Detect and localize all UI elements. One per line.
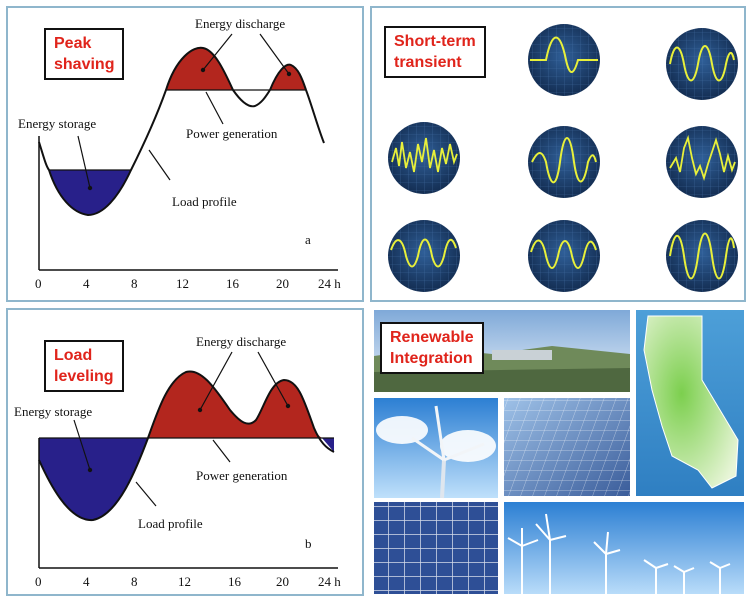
load-leveling-panel: Energy discharge Energy storage Power ge… <box>6 308 364 596</box>
tag-line: Short-term <box>394 33 476 50</box>
storage-pointer <box>77 135 91 189</box>
power-generation-pointer <box>212 439 231 463</box>
energy-discharge-label: Energy discharge <box>195 16 285 31</box>
storage-pointer <box>73 419 91 471</box>
oscilloscope-step-icon <box>528 24 600 96</box>
discharge-pointer-2 <box>259 33 290 75</box>
wind-turbine-photo <box>374 398 498 499</box>
power-generation-pointer <box>205 91 224 125</box>
load-leveling-diagram: Energy discharge Energy storage Power ge… <box>14 334 341 589</box>
x-tick-label: 8 <box>131 574 138 589</box>
load-leveling-tag: Load leveling <box>44 340 124 392</box>
energy-storage-area <box>39 438 148 521</box>
oscilloscope-deep-icon <box>666 220 738 292</box>
tag-line: shaving <box>54 56 115 73</box>
energy-storage-area-right <box>322 438 334 452</box>
discharge-pointer-dot-1 <box>200 67 206 73</box>
wind-farm-photo <box>504 502 744 594</box>
panel-letter: a <box>305 232 311 247</box>
discharge-pointer-1 <box>199 351 233 411</box>
oscilloscope-noisy-icon <box>388 122 460 194</box>
peak-shaving-panel: Energy discharge Energy storage Power ge… <box>6 6 364 302</box>
peak-shaving-diagram: Energy discharge Energy storage Power ge… <box>18 16 341 291</box>
x-tick-label: 12 <box>178 574 191 589</box>
load-profile-pointer <box>135 481 157 507</box>
discharge-pointer-dot-1 <box>197 407 203 413</box>
energy-storage-label: Energy storage <box>18 116 96 131</box>
panel-letter: b <box>305 536 312 551</box>
discharge-pointer-dot-2 <box>285 403 291 409</box>
oscilloscope-sine-icon <box>666 28 738 100</box>
short-term-transient-panel: Short-term transient <box>370 6 746 302</box>
storage-pointer-dot <box>87 185 93 191</box>
discharge-pointer-dot-2 <box>286 71 292 77</box>
discharge-pointer-2 <box>257 351 289 407</box>
storage-pointer-dot <box>87 467 93 473</box>
x-tick-label: 0 <box>35 276 42 291</box>
power-generation-label: Power generation <box>186 126 278 141</box>
load-profile-label: Load profile <box>172 194 237 209</box>
energy-storage-area <box>49 170 131 215</box>
renewable-integration-tag: Renewable Integration <box>380 322 484 374</box>
tag-line: Peak <box>54 35 92 52</box>
power-generation-label: Power generation <box>196 468 288 483</box>
x-tick-label: 24 h <box>318 276 341 291</box>
oscilloscope-burst-icon <box>528 126 600 198</box>
tag-line: leveling <box>54 368 114 385</box>
tag-line: Renewable <box>390 329 474 346</box>
x-tick-label: 20 <box>276 574 289 589</box>
x-tick-label: 20 <box>276 276 289 291</box>
oscilloscope-spiky-icon <box>666 126 738 198</box>
renewable-integration-panel: Renewable Integration <box>370 308 746 596</box>
x-tick-label: 16 <box>226 276 240 291</box>
x-tick-label: 4 <box>83 276 90 291</box>
load-profile-label: Load profile <box>138 516 203 531</box>
short-term-transient-tag: Short-term transient <box>384 26 486 78</box>
x-tick-label: 8 <box>131 276 138 291</box>
peak-shaving-tag: Peak shaving <box>44 28 125 80</box>
load-profile-curve <box>38 370 335 522</box>
oscilloscope-wave-icon <box>528 220 600 292</box>
tag-line: Integration <box>390 350 473 367</box>
oscilloscope-grid <box>388 24 738 292</box>
x-tick-label: 24 h <box>318 574 341 589</box>
california-map <box>636 310 744 496</box>
load-profile-curve <box>38 46 325 217</box>
x-tick-label: 12 <box>176 276 189 291</box>
solar-panel-photo <box>504 398 630 496</box>
x-tick-label: 0 <box>35 574 42 589</box>
load-profile-pointer <box>148 149 171 181</box>
energy-storage-label: Energy storage <box>14 404 92 419</box>
x-tick-label: 4 <box>83 574 90 589</box>
tag-line: transient <box>394 54 462 71</box>
tag-line: Load <box>54 347 93 364</box>
x-tick-label: 16 <box>228 574 242 589</box>
discharge-pointer-1 <box>202 33 233 71</box>
solar-array-photo <box>374 502 498 594</box>
oscilloscope-wave-icon <box>388 220 460 292</box>
energy-discharge-label: Energy discharge <box>196 334 286 349</box>
